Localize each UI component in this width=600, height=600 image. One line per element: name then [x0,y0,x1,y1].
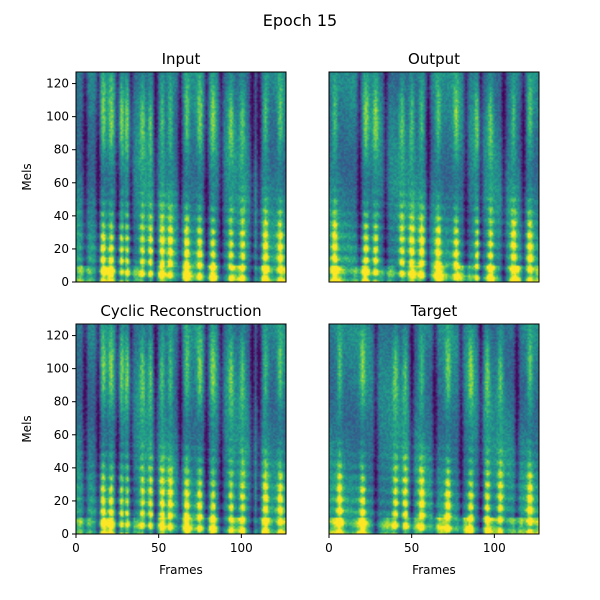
x-axis-label-target: Frames [412,563,456,577]
axes-frame-input [75,71,287,283]
x-tick-label-target: 0 [325,541,333,555]
heatmap-cyclic-reconstruction [75,323,287,535]
axes-frame-target [328,323,540,535]
axes-frame-output [328,71,540,283]
heatmap-input [75,71,287,283]
y-tick-label-cyclic-reconstruction: 80 [54,395,69,409]
x-axis-label-cyclic-reconstruction: Frames [159,563,203,577]
y-axis-label-input: Mels [20,163,34,190]
x-tick-label-cyclic-reconstruction: 100 [230,541,253,555]
y-tick-label-cyclic-reconstruction: 60 [54,428,69,442]
heatmap-target [328,323,540,535]
panel-cyclic-reconstruction: Cyclic Reconstruction Mels Frames 0 20 40 6… [20,302,287,577]
axes-frame-cyclic-reconstruction [75,323,287,535]
panel-target: Target Frames 0 50 100 [325,302,540,577]
panel-title-input: Input [162,50,201,68]
x-tick-label-target: 100 [483,541,506,555]
y-tick-label-cyclic-reconstruction: 100 [46,362,69,376]
y-tick-label-cyclic-reconstruction: 120 [46,329,69,343]
spectrogram-image-input [76,72,286,282]
panel-input: Input Mels 0 20 40 60 80 100 120 [20,50,287,289]
figure-suptitle: Epoch 15 [263,11,337,30]
y-tick-label-cyclic-reconstruction: 0 [61,527,69,541]
spectrogram-image-cyclic-reconstruction [76,324,286,534]
panel-title-target: Target [410,302,458,320]
y-axis-label-cyclic-reconstruction: Mels [20,415,34,442]
y-tick-label-input: 100 [46,110,69,124]
x-tick-label-cyclic-reconstruction: 0 [72,541,80,555]
y-tick-label-input: 40 [54,209,69,223]
heatmap-output [328,71,540,283]
spectrogram-image-output [329,72,539,282]
panel-title-cyclic-reconstruction: Cyclic Reconstruction [100,302,261,320]
y-tick-label-cyclic-reconstruction: 40 [54,461,69,475]
panel-output: Output [328,50,540,283]
y-tick-label-input: 120 [46,77,69,91]
y-tick-label-cyclic-reconstruction: 20 [54,494,69,508]
spectrogram-image-target [329,324,539,534]
x-tick-label-target: 50 [404,541,419,555]
y-tick-label-input: 0 [61,275,69,289]
y-tick-label-input: 80 [54,143,69,157]
panel-title-output: Output [408,50,460,68]
y-tick-label-input: 60 [54,176,69,190]
y-tick-label-input: 20 [54,242,69,256]
x-tick-label-cyclic-reconstruction: 50 [151,541,166,555]
